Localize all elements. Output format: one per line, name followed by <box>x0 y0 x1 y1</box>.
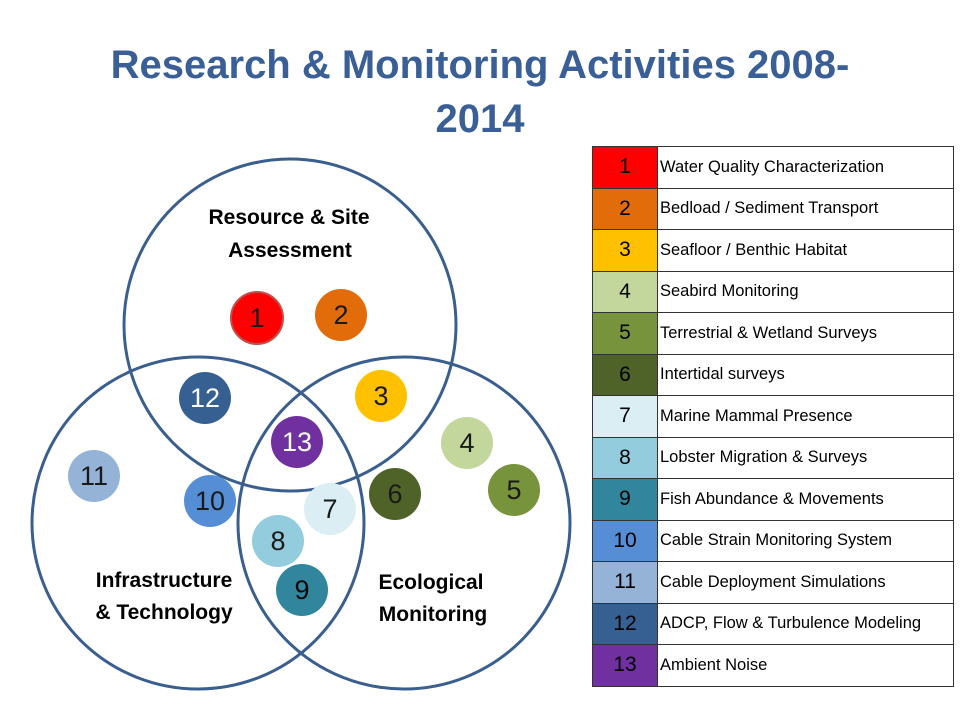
legend-number: 7 <box>592 395 658 438</box>
legend-label: Lobster Migration & Surveys <box>657 436 954 479</box>
legend-row: 6 Intertidal surveys <box>592 353 954 396</box>
activity-marker-2 <box>315 289 367 341</box>
infrastructure-label-line2: & Technology <box>95 601 233 624</box>
legend-number: 13 <box>592 644 658 687</box>
legend-label: Fish Abundance & Movements <box>657 478 954 521</box>
activity-marker-label-8: 8 <box>270 526 285 556</box>
activity-legend: 1 Water Quality Characterization 2 Bedload … <box>592 146 954 687</box>
legend-row: 4 Seabird Monitoring <box>592 270 954 313</box>
legend-row: 13 Ambient Noise <box>592 644 954 687</box>
legend-number: 4 <box>592 270 658 313</box>
legend-row: 8 Lobster Migration & Surveys <box>592 436 954 479</box>
activity-marker-label-4: 4 <box>459 428 474 458</box>
legend-number: 6 <box>592 353 658 396</box>
legend-label: Cable Deployment Simulations <box>657 561 954 604</box>
legend-label: Ambient Noise <box>657 644 954 687</box>
legend-number: 8 <box>592 436 658 479</box>
activity-marker-7 <box>304 483 356 535</box>
legend-label: Bedload / Sediment Transport <box>657 187 954 230</box>
legend-number: 3 <box>592 229 658 272</box>
legend-number: 12 <box>592 602 658 645</box>
legend-label: Water Quality Characterization <box>657 146 954 189</box>
legend-label: Seabird Monitoring <box>657 270 954 313</box>
legend-row: 12 ADCP, Flow & Turbulence Modeling <box>592 602 954 645</box>
legend-row: 3 Seafloor / Benthic Habitat <box>592 229 954 272</box>
resource-label-line1: Resource & Site <box>208 206 369 229</box>
title-line-1: Research & Monitoring Activities 2008- <box>110 43 850 87</box>
activity-marker-label-9: 9 <box>294 575 309 605</box>
resource-label-line2: Assessment <box>228 239 352 262</box>
infrastructure-circle <box>30 355 366 691</box>
legend-number: 2 <box>592 187 658 230</box>
activity-marker-label-1: 1 <box>249 303 264 333</box>
activity-marker-label-10: 10 <box>195 486 225 516</box>
legend-label: ADCP, Flow & Turbulence Modeling <box>657 602 954 645</box>
activity-marker-11 <box>68 450 120 502</box>
activity-marker-label-5: 5 <box>506 475 521 505</box>
legend-label: Intertidal surveys <box>657 353 954 396</box>
legend-label: Marine Mammal Presence <box>657 395 954 438</box>
legend-row: 1 Water Quality Characterization <box>592 146 954 189</box>
activity-marker-9 <box>276 564 328 616</box>
legend-row: 9 Fish Abundance & Movements <box>592 478 954 521</box>
activity-marker-10 <box>184 475 236 527</box>
activity-marker-label-7: 7 <box>322 494 337 524</box>
activity-marker-label-11: 11 <box>80 461 108 491</box>
legend-row: 5 Terrestrial & Wetland Surveys <box>592 312 954 355</box>
resource-site-circle <box>122 157 458 493</box>
venn-diagram: Resource & Site Assessment Infrastructur… <box>30 157 572 691</box>
activity-marker-4 <box>441 417 493 469</box>
legend-number: 5 <box>592 312 658 355</box>
activity-marker-13 <box>271 416 323 468</box>
ecological-label-line1: Ecological <box>378 571 483 594</box>
activity-marker-label-12: 12 <box>190 383 220 413</box>
legend-number: 11 <box>592 561 658 604</box>
legend-label: Cable Strain Monitoring System <box>657 519 954 562</box>
ecological-circle <box>236 355 572 691</box>
legend-label: Terrestrial & Wetland Surveys <box>657 312 954 355</box>
infrastructure-label-line1: Infrastructure <box>96 569 233 592</box>
legend-number: 1 <box>592 146 658 189</box>
legend-label: Seafloor / Benthic Habitat <box>657 229 954 272</box>
activity-marker-1 <box>230 291 284 345</box>
activity-marker-8 <box>252 515 304 567</box>
legend-row: 2 Bedload / Sediment Transport <box>592 187 954 230</box>
activity-marker-3 <box>355 370 407 422</box>
legend-row: 7 Marine Mammal Presence <box>592 395 954 438</box>
activity-marker-label-6: 6 <box>387 479 402 509</box>
activity-marker-6 <box>369 468 421 520</box>
page-title: Research & Monitoring Activities 2008- 2… <box>60 38 900 146</box>
legend-number: 10 <box>592 519 658 562</box>
legend-row: 11 Cable Deployment Simulations <box>592 561 954 604</box>
activity-marker-label-13: 13 <box>282 427 312 457</box>
legend-number: 9 <box>592 478 658 521</box>
ecological-label-line2: Monitoring <box>379 603 487 626</box>
title-line-2: 2014 <box>435 97 525 141</box>
activity-marker-12 <box>179 372 231 424</box>
activity-marker-label-2: 2 <box>333 300 348 330</box>
activity-marker-label-3: 3 <box>373 381 388 411</box>
activity-marker-5 <box>488 464 540 516</box>
legend-row: 10 Cable Strain Monitoring System <box>592 519 954 562</box>
